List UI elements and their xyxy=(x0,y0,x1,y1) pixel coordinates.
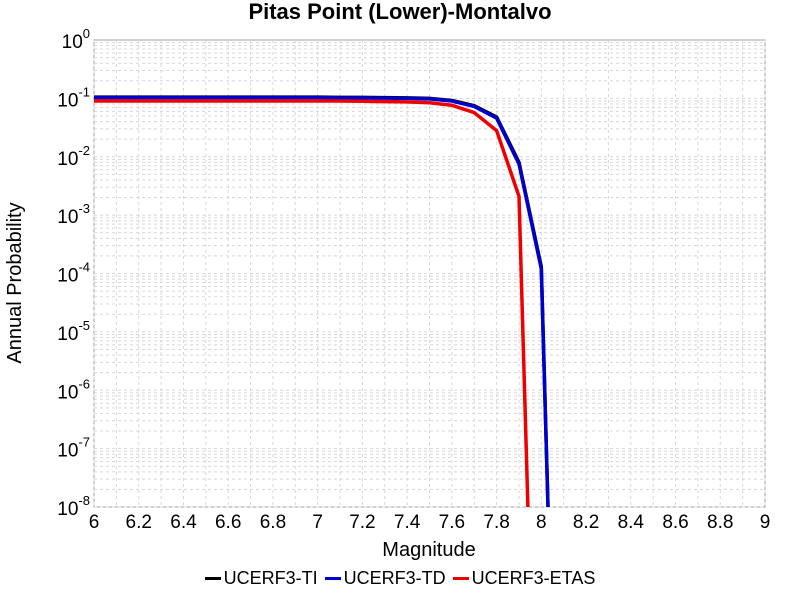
y-tick-label: 10-4 xyxy=(57,260,90,287)
x-tick-label: 6 xyxy=(89,512,100,533)
legend: UCERF3-TI UCERF3-TD UCERF3-ETAS xyxy=(0,568,800,589)
y-tick-label: 10-1 xyxy=(57,84,90,111)
x-axis-label: Magnitude xyxy=(382,539,475,561)
x-tick-label: 7.4 xyxy=(394,512,421,533)
x-tick-labels: 6 6.2 6.4 6.6 6.8 7 7.2 7.4 7.6 7.8 8 8.2 8.4 8.6 8.8 9 xyxy=(89,512,771,533)
series-line-2 xyxy=(94,95,550,508)
y-tick-label: 10-5 xyxy=(57,318,90,345)
legend-swatch-td xyxy=(324,576,341,580)
x-tick-label: 9 xyxy=(760,512,771,533)
legend-label-etas: UCERF3-ETAS xyxy=(471,568,596,588)
x-tick-label: 8.8 xyxy=(707,512,733,533)
chart-title: Pitas Point (Lower)-Montalvo xyxy=(248,0,551,24)
series-line-3 xyxy=(94,99,530,508)
x-tick-label: 8.2 xyxy=(573,512,599,533)
x-tick-label: 8 xyxy=(536,512,547,533)
y-tick-label: 100 xyxy=(62,26,90,53)
legend-swatch-etas xyxy=(452,576,469,580)
x-tick-label: 6.2 xyxy=(126,512,152,533)
x-tick-label: 7.8 xyxy=(483,512,509,533)
y-tick-labels: 100 10-1 10-2 10-3 10-4 10-5 10-6 10-7 10-8 xyxy=(57,26,90,520)
y-tick-label: 10-7 xyxy=(57,435,90,462)
x-tick-label: 7.6 xyxy=(439,512,465,533)
grid-lines xyxy=(93,40,766,508)
y-tick-label: 10-2 xyxy=(57,143,90,170)
x-tick-label: 8.6 xyxy=(662,512,688,533)
legend-item-etas: UCERF3-ETAS xyxy=(452,568,596,589)
x-tick-label: 6.4 xyxy=(170,512,197,533)
y-tick-label: 10-8 xyxy=(57,493,90,520)
series-group xyxy=(94,95,550,508)
y-tick-label: 10-3 xyxy=(57,201,90,228)
legend-swatch-ti xyxy=(204,576,221,580)
legend-label-td: UCERF3-TD xyxy=(343,568,446,588)
y-axis-label: Annual Probability xyxy=(4,202,26,363)
legend-label-ti: UCERF3-TI xyxy=(223,568,318,588)
x-tick-label: 7 xyxy=(312,512,323,533)
legend-item-ti: UCERF3-TI xyxy=(204,568,318,589)
x-tick-label: 8.4 xyxy=(618,512,645,533)
legend-item-td: UCERF3-TD xyxy=(324,568,446,589)
x-tick-label: 6.8 xyxy=(260,512,286,533)
x-tick-label: 7.2 xyxy=(349,512,375,533)
x-tick-label: 6.6 xyxy=(215,512,241,533)
y-tick-label: 10-6 xyxy=(57,376,90,403)
